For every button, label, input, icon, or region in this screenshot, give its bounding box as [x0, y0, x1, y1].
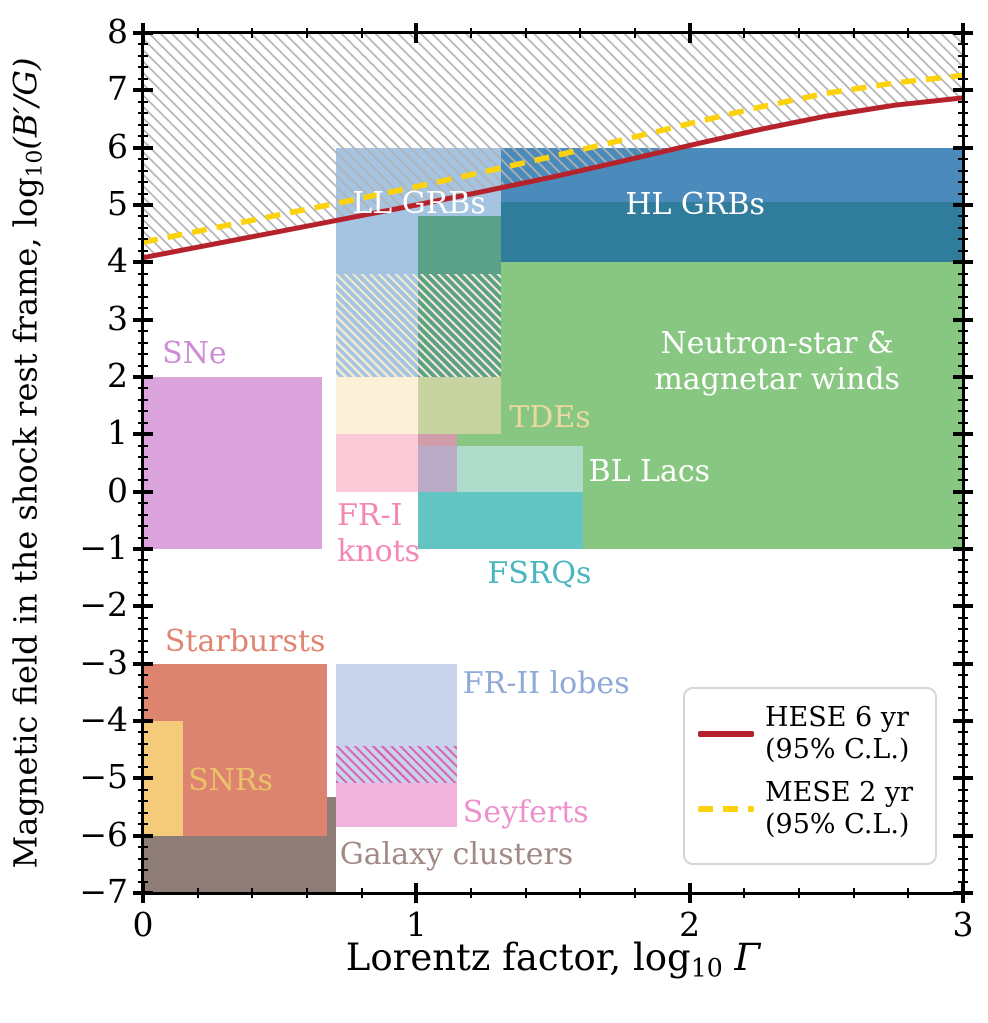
- y-axis-title-text: Magnetic field in the shock rest frame, …: [6, 177, 45, 869]
- ll-grbs-label: LL GRBs: [352, 185, 486, 221]
- legend-entry-mese: MESE 2 yr (95% C.L.): [698, 777, 935, 841]
- ll-grbs-uncertainty-region: [335, 273, 502, 377]
- sne-region: [143, 377, 323, 549]
- hl-grbs-label: HL GRBs: [625, 187, 765, 222]
- x-tick-label: 3: [952, 905, 974, 944]
- neutron-star-magnetar-winds-label: Neutron-star & magnetar winds: [654, 325, 900, 397]
- y-tick-label: −1: [79, 528, 128, 567]
- y-tick-label: 8: [107, 12, 128, 51]
- fsrqs-label: FSRQs: [487, 556, 592, 592]
- y-tick-label: −3: [79, 642, 128, 682]
- starbursts-label: Starbursts: [164, 623, 326, 659]
- y-tick-label: −5: [79, 757, 128, 797]
- tdes-label: TDEs: [509, 400, 591, 436]
- x-axis-title-subscript: 10: [690, 953, 723, 983]
- y-tick-label: −2: [79, 585, 128, 625]
- legend-entry-hese-text: HESE 6 yr (95% C.L.): [765, 702, 909, 766]
- legend-hese-label: HESE 6 yr: [765, 702, 909, 733]
- tdes-region: [335, 377, 418, 435]
- hese-6yr-curve: [143, 95, 963, 261]
- fr1-knots-label: FR-I knots: [337, 498, 421, 570]
- curves-and-exclusion-svg: [143, 33, 963, 261]
- bl-lacs-label: BL Lacs: [588, 454, 711, 490]
- x-tick-label: 2: [679, 905, 701, 944]
- bl-lacs-fr1-overlap-region: [417, 445, 458, 492]
- mese-2yr-curve: [143, 72, 963, 245]
- y-tick-label: 4: [107, 241, 128, 281]
- y-tick-label: 2: [107, 356, 128, 395]
- x-axis-title: Lorentz factor, log10 Γ: [346, 936, 760, 982]
- legend-mese-label: MESE 2 yr: [765, 777, 914, 808]
- legend-entry-mese-text: MESE 2 yr (95% C.L.): [765, 777, 913, 841]
- x-axis-title-text: Lorentz factor, log: [345, 936, 691, 979]
- exclusion-region-hatch: [143, 33, 963, 258]
- y-tick-label: 3: [107, 298, 128, 338]
- y-tick-label: −4: [79, 700, 128, 739]
- seyferts-label: Seyferts: [462, 794, 589, 830]
- fr2-seyferts-overlap-region: [335, 746, 458, 783]
- y-tick-label: −7: [79, 872, 128, 911]
- galaxy-clusters-label: Galaxy clusters: [339, 837, 574, 873]
- x-axis-title-symbol: Γ: [722, 936, 761, 979]
- legend-entry-hese: HESE 6 yr (95% C.L.): [698, 702, 935, 766]
- hl-grbs-lower-region: [501, 201, 963, 263]
- y-tick-label: −6: [79, 814, 128, 854]
- y-tick-label: 0: [107, 470, 128, 510]
- y-tick-label: 5: [107, 184, 128, 223]
- tdes-over-winds-region: [417, 377, 502, 435]
- hese-solid-line-swatch: [698, 731, 754, 737]
- x-tick-label: 0: [132, 905, 154, 944]
- legend-hese-cl: (95% C.L.): [765, 734, 910, 765]
- fr2-lobes-label: FR-II lobes: [462, 666, 630, 702]
- legend: HESE 6 yr (95% C.L.) MESE 2 yr (95% C.L.…: [683, 687, 937, 865]
- plot-area: SNe LL GRBs HL GRBs Neutron-star & magnetar …: [143, 33, 963, 893]
- y-tick-label: 1: [107, 413, 128, 453]
- sne-label: SNe: [162, 336, 227, 372]
- y-axis-title-symbol: (B′/G): [6, 57, 45, 150]
- y-axis-title-subscript: 10: [22, 149, 48, 178]
- y-tick-label: 6: [107, 126, 128, 166]
- y-tick-label: 7: [107, 69, 128, 109]
- mese-dashed-line-swatch: [698, 806, 754, 812]
- fsrqs-region: [417, 491, 584, 549]
- snrs-label: SNRs: [188, 762, 273, 798]
- y-axis-title: Magnetic field in the shock rest frame, …: [6, 58, 47, 869]
- legend-mese-cl: (95% C.L.): [765, 809, 910, 840]
- x-tick-label: 1: [405, 905, 427, 944]
- fr1-knots-over-winds-region: [417, 434, 458, 446]
